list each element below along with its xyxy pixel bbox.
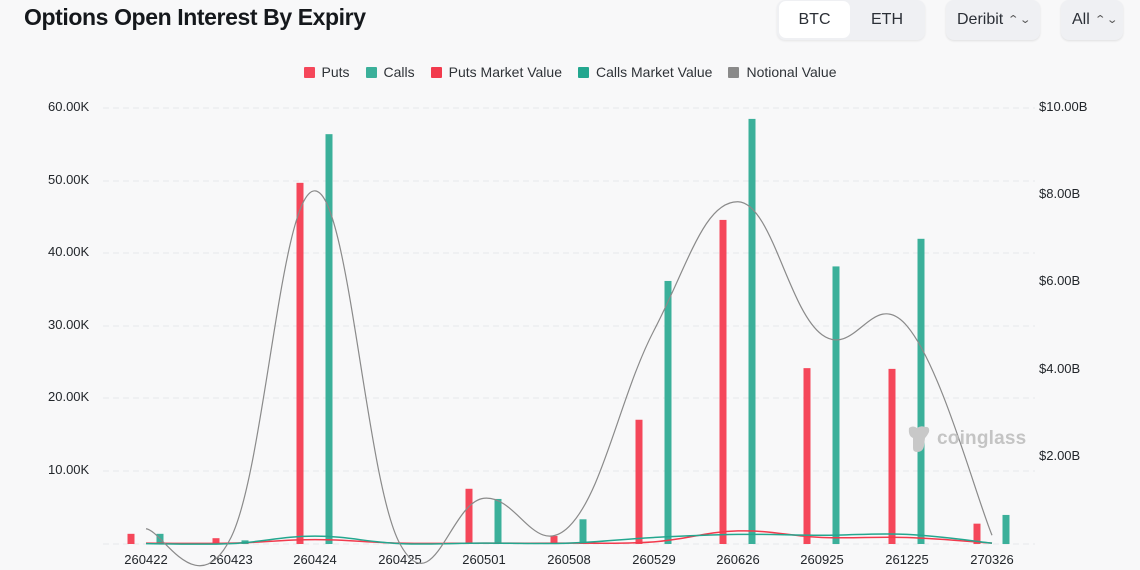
puts-bar[interactable] [719,219,727,544]
legend-label: Puts [321,64,350,80]
y-tick-left: 30.00K [48,317,90,332]
x-tick: 261225 [885,552,929,567]
puts-bar[interactable] [803,368,811,544]
watermark-text: coinglass [937,428,1027,449]
calls-bar[interactable] [748,118,756,545]
puts-bar[interactable] [465,488,473,544]
puts-bar[interactable] [888,368,896,544]
legend-label: Calls [383,64,415,80]
notional-value-line [145,190,993,567]
y-tick-right: $4.00B [1039,361,1081,376]
x-tick: 260425 [378,552,422,567]
y-tick-left: 10.00K [48,462,90,477]
x-tick: 260626 [716,552,760,567]
legend-item-calls[interactable]: Calls [365,64,415,80]
exchange-select-value: Deribit [957,11,1004,28]
puts-bar[interactable] [212,538,220,544]
calls-bar[interactable] [664,280,672,544]
x-tick: 260508 [547,552,591,567]
coinglass-logo-icon [908,426,930,452]
legend-swatch [578,66,589,78]
x-tick: 260529 [632,552,676,567]
x-tick: 260423 [209,552,253,567]
legend-item-notional-value[interactable]: Notional Value [728,64,836,80]
legend-item-calls-market-value[interactable]: Calls Market Value [578,64,712,80]
puts-bar[interactable] [550,536,558,544]
puts-bar[interactable] [127,533,135,544]
bar-series [127,118,1010,545]
legend-item-puts-market-value[interactable]: Puts Market Value [430,64,562,80]
puts-bar[interactable] [296,182,304,544]
legend-label: Calls Market Value [596,64,713,80]
x-tick: 260424 [293,552,337,567]
calls-bar[interactable] [325,134,333,544]
x-tick: 260422 [124,552,168,567]
legend-label: Notional Value [746,64,837,80]
exchange-select[interactable]: Deribit ⌃⌄ [946,0,1040,40]
updown-chevron-icon: ⌃⌄ [1007,14,1032,26]
y-tick-right: $8.00B [1039,186,1081,201]
x-tick: 260501 [462,552,506,567]
legend-swatch [430,66,442,78]
y-tick-left: 60.00K [48,99,90,114]
y-tick-left: 40.00K [48,244,90,259]
x-tick: 270326 [970,552,1014,567]
y-tick-left: 20.00K [48,389,90,404]
y-tick-right: $2.00B [1039,448,1081,463]
legend-swatch [728,66,740,78]
y-tick-left: 50.00K [48,172,90,187]
calls-bar[interactable] [917,238,925,545]
asset-btc-button[interactable]: BTC [779,1,850,38]
legend-swatch [365,66,377,78]
line-series [145,190,993,567]
puts-bar[interactable] [635,419,643,544]
page-title: Options Open Interest By Expiry [24,4,366,30]
calls-bar[interactable] [1002,514,1010,544]
calls-bar[interactable] [579,519,587,544]
range-select[interactable]: All ⌃⌄ [1061,0,1123,40]
y-tick-right: $6.00B [1039,273,1081,288]
puts-market-value-line [145,530,993,545]
puts-bar[interactable] [973,523,981,544]
range-select-value: All [1072,11,1090,28]
coinglass-watermark: coinglass [905,424,1026,454]
legend-swatch [303,66,315,78]
legend-label: Puts Market Value [448,64,562,80]
gridlines [103,107,1035,545]
chart-legend: Puts Calls Puts Market Value Calls Marke… [0,64,1140,80]
calls-bar[interactable] [494,498,502,544]
x-tick: 260925 [800,552,844,567]
calls-market-value-line [145,533,993,545]
legend-item-puts[interactable]: Puts [303,64,350,80]
updown-chevron-icon: ⌃⌄ [1094,14,1118,26]
asset-toggle: BTC ETH [777,0,925,40]
y-tick-right: $10.00B [1039,99,1088,114]
asset-eth-button[interactable]: ETH [871,11,903,28]
calls-bar[interactable] [832,266,840,544]
